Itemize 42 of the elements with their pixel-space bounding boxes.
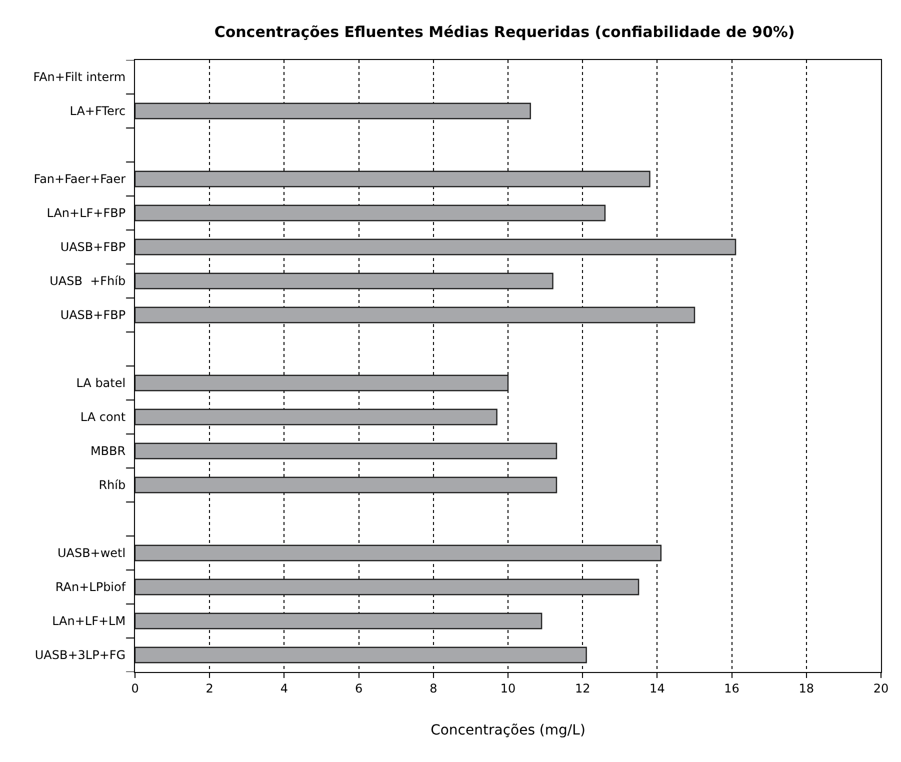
x-tick-label: 20 <box>873 681 889 696</box>
y-tick-label: UASB+3LP+FG <box>34 648 126 662</box>
y-tick-label: LA cont <box>80 410 126 424</box>
x-tick-label: 6 <box>354 681 363 696</box>
bar <box>135 646 587 664</box>
x-axis-title: Concentrações (mg/L) <box>430 722 586 739</box>
bar <box>135 170 650 188</box>
bar <box>135 442 558 460</box>
chart-title: Concentrações Efluentes Médias Requeridas (confiabilidade de 90%) <box>214 23 795 42</box>
y-tick-label: UASB+wetl <box>57 546 126 560</box>
x-tick-label: 12 <box>574 681 590 696</box>
x-tick-label: 8 <box>430 681 438 696</box>
bar <box>135 476 558 494</box>
y-tick-label: Rhíb <box>98 478 126 492</box>
bar <box>135 204 606 222</box>
y-tick-label: LA+FTerc <box>70 104 126 118</box>
x-tick-label: 14 <box>650 681 665 696</box>
bar <box>135 306 696 324</box>
y-tick-label: UASB+FBP <box>60 240 126 254</box>
y-tick-label: UASB +Fhíb <box>50 274 126 288</box>
x-tick-label: 0 <box>131 681 139 696</box>
x-tick-label: 16 <box>724 681 740 696</box>
y-tick-label: MBBR <box>90 444 126 458</box>
y-tick-label: FAn+Filt interm <box>33 70 126 84</box>
bar <box>135 238 736 256</box>
y-tick-label: RAn+LPbiof <box>55 580 126 594</box>
x-tick-label: 4 <box>280 681 288 696</box>
bar <box>135 374 509 392</box>
x-tick-label: 18 <box>798 681 814 696</box>
bar <box>135 578 640 596</box>
bar <box>135 272 554 290</box>
bar <box>135 408 498 426</box>
y-tick-label: LAn+LF+LM <box>52 614 126 628</box>
y-tick-label: Fan+Faer+Faer <box>34 172 126 186</box>
bar <box>135 102 531 120</box>
y-tick-label: UASB+FBP <box>60 308 126 322</box>
bar <box>135 612 542 630</box>
x-tick-label: 10 <box>500 681 516 696</box>
bar <box>135 544 662 562</box>
x-tick-label: 2 <box>206 681 214 696</box>
y-tick-label: LA batel <box>76 376 126 390</box>
y-tick-label: LAn+LF+FBP <box>46 206 126 220</box>
